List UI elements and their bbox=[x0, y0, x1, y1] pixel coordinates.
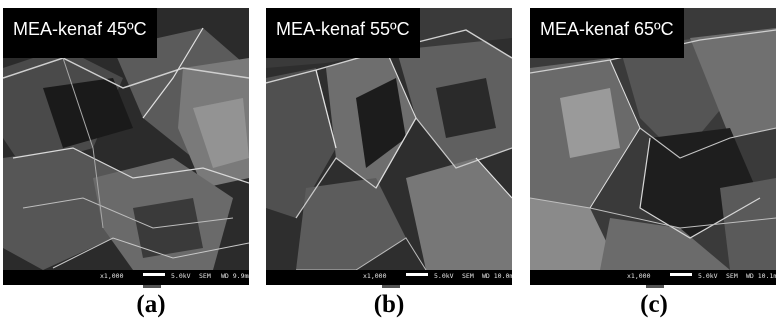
mode: SEM bbox=[199, 272, 211, 280]
mode: SEM bbox=[726, 272, 738, 280]
scale-bar bbox=[670, 273, 692, 276]
magnification: x1,000 bbox=[363, 272, 387, 280]
panel-label: MEA-kenaf 45ºC bbox=[3, 8, 157, 58]
voltage: 5.0kV bbox=[171, 272, 191, 280]
magnification: x1,000 bbox=[627, 272, 651, 280]
sem-panel-a: MEA-kenaf 45ºC x1,000 5.0kV SEM WD 9.9mm bbox=[3, 8, 249, 285]
sem-panel-b: MEA-kenaf 55ºC x1,000 5.0kV SEM WD 10.0m… bbox=[266, 8, 512, 285]
panel-label: MEA-kenaf 65ºC bbox=[530, 8, 684, 58]
caption-a: (a) bbox=[136, 291, 166, 318]
sem-info-bar: x1,000 5.0kV SEM WD 10.1mm bbox=[530, 270, 776, 285]
sem-image-c bbox=[530, 8, 776, 285]
sem-panel-c: MEA-kenaf 65ºC x1,000 5.0kV SEM WD 10.1m… bbox=[530, 8, 776, 285]
working-distance: WD 9.9mm bbox=[221, 272, 249, 280]
magnification: x1,000 bbox=[100, 272, 124, 280]
mode: SEM bbox=[462, 272, 474, 280]
voltage: 5.0kV bbox=[434, 272, 454, 280]
panel-label: MEA-kenaf 55ºC bbox=[266, 8, 420, 58]
scale-bar bbox=[143, 273, 165, 276]
working-distance: WD 10.1mm bbox=[746, 272, 776, 280]
voltage: 5.0kV bbox=[698, 272, 718, 280]
cropped-mark bbox=[646, 285, 664, 288]
scale-bar bbox=[406, 273, 428, 276]
sem-info-bar: x1,000 5.0kV SEM WD 9.9mm bbox=[3, 270, 249, 285]
cropped-mark bbox=[382, 285, 400, 288]
sem-info-bar: x1,000 5.0kV SEM WD 10.0mm bbox=[266, 270, 512, 285]
cropped-mark bbox=[143, 285, 161, 288]
caption-b: (b) bbox=[373, 291, 405, 318]
working-distance: WD 10.0mm bbox=[482, 272, 512, 280]
caption-c: (c) bbox=[640, 291, 668, 318]
